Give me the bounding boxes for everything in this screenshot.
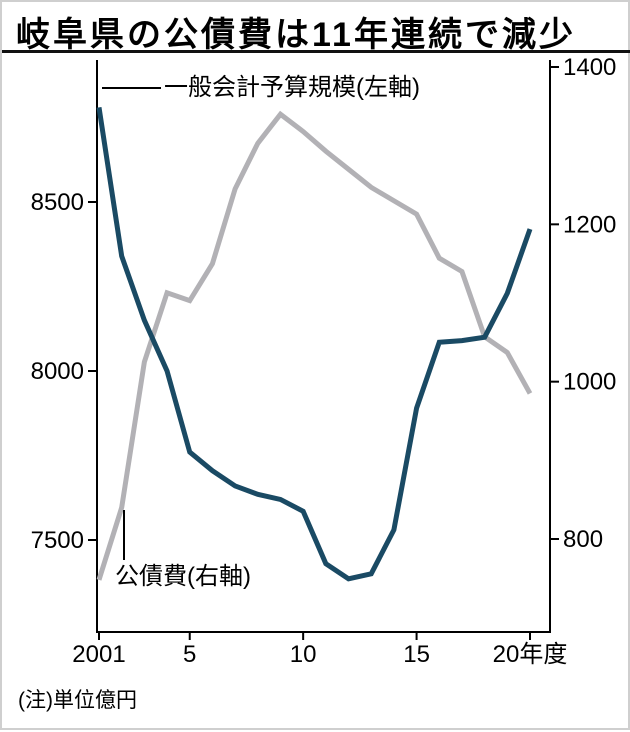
chart-title: 岐阜県の公債費は11年連続で減少 bbox=[16, 16, 576, 54]
left-axis-tick-label: 8500 bbox=[31, 189, 84, 216]
series-label-budget: 一般会計予算規模(左軸) bbox=[164, 74, 420, 101]
right-axis-tick-label: 1000 bbox=[563, 369, 616, 396]
right-axis-tick-label: 1400 bbox=[563, 54, 616, 81]
x-axis-tick-label: 10 bbox=[290, 641, 317, 668]
left-axis-tick-label: 8000 bbox=[31, 358, 84, 385]
x-axis-tick-label: 5 bbox=[183, 641, 196, 668]
title-underline bbox=[2, 50, 630, 53]
kosaihi-series-line bbox=[96, 110, 533, 581]
series-label-kosaihi: 公債費(右軸) bbox=[115, 563, 251, 590]
right-axis-tick-label: 800 bbox=[563, 526, 603, 553]
unit-note: (注)単位億円 bbox=[18, 689, 137, 712]
budget-series-line bbox=[96, 106, 533, 582]
left-axis-tick-label: 7500 bbox=[31, 527, 84, 554]
x-axis-tick-label: 15 bbox=[403, 641, 430, 668]
x-axis-tick-label: 2001 bbox=[72, 641, 125, 668]
right-axis-tick-label: 1200 bbox=[563, 211, 616, 238]
x-axis-tick-label: 20年度 bbox=[493, 641, 568, 668]
